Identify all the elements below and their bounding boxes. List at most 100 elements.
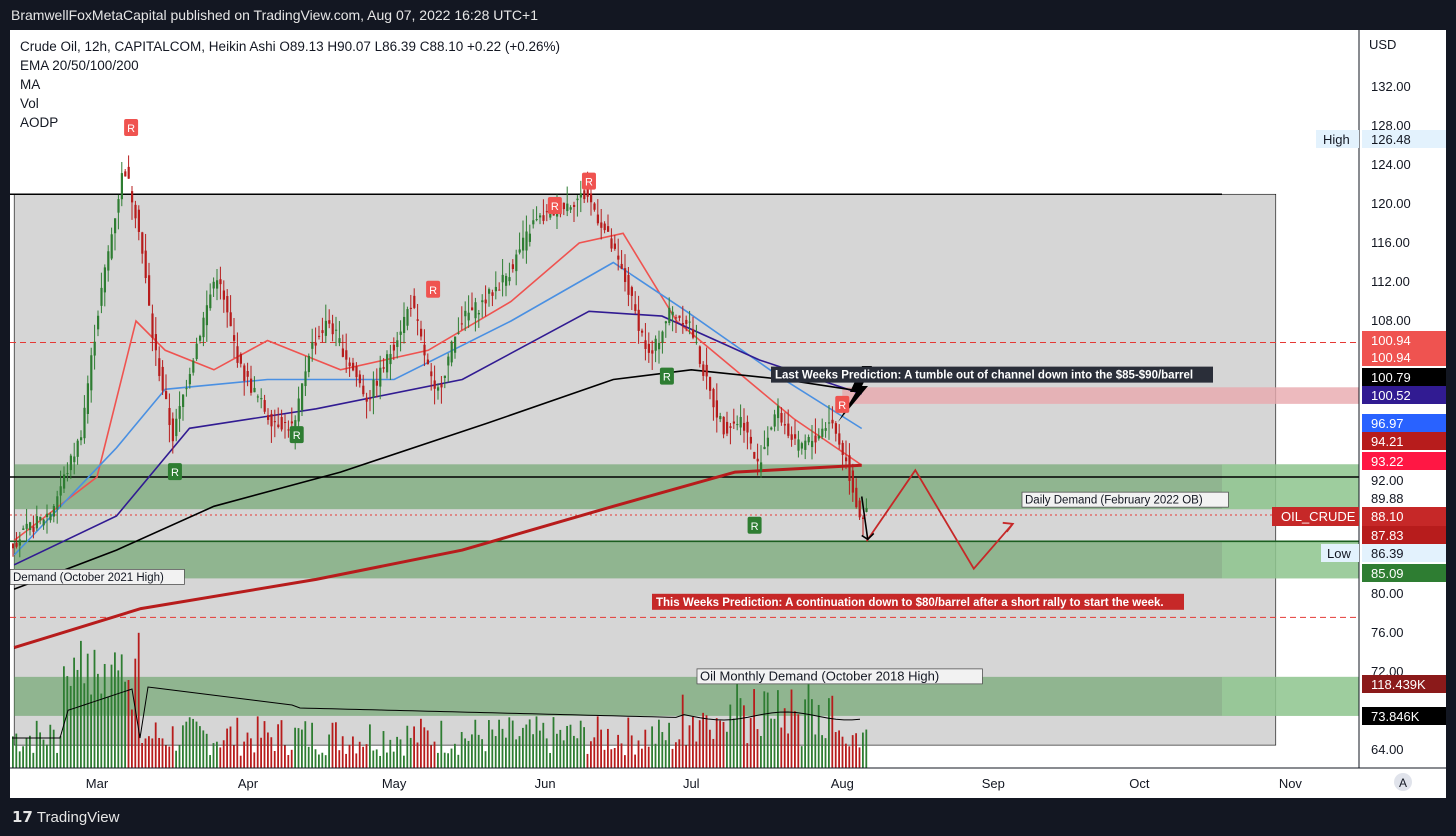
tradingview-logo[interactable]: 17 TradingView [12,808,119,826]
candle-body [457,332,460,334]
tradingview-logo-icon: 17 [12,808,33,826]
volume-bar [498,719,500,768]
volume-bar [379,755,381,768]
volume-bar [318,754,320,768]
volume-bar [290,749,293,768]
candle-body [542,215,545,221]
volume-bar [260,737,262,768]
candle-body [352,362,355,371]
candle-body [777,405,780,419]
candle-body [171,418,174,442]
volume-bar [610,749,613,768]
volume-bar [698,720,701,768]
candle-body [712,389,715,408]
volume-bar [773,718,776,768]
volume-bar [851,735,854,768]
volume-bar [103,663,106,768]
candle-body [437,387,440,391]
volume-bar [73,657,75,768]
volume-bar [511,720,514,768]
volume-bar [647,746,650,768]
candle-body [134,204,137,219]
low-value-tag [1362,544,1446,562]
candle-body [654,338,657,351]
y-tick-label: 116.00 [1371,235,1410,250]
volume-bar [307,746,310,768]
candle-body [681,323,684,325]
candle-body [630,287,633,296]
candle-body [535,219,538,221]
volume-bar [382,731,385,768]
volume-bar [583,727,585,768]
volume-bar [358,741,361,768]
candle-body [137,209,140,232]
volume-bar [855,733,857,768]
volume-bar [848,746,851,768]
candle-body [471,307,474,311]
volume-bar [49,724,52,768]
volume-bar [719,720,721,768]
candle-body [688,321,691,323]
symbol-value: 88.10 [1371,509,1404,524]
down-arrow [860,496,875,541]
candle-body [199,335,202,341]
volume-bar [151,738,154,768]
reversal-marker-red [426,280,441,298]
candle-body [382,367,385,369]
candle-body [756,458,759,462]
candle-body [205,305,208,326]
price-tag-blue [1362,414,1446,432]
volume-bar [362,746,364,768]
candle-body [222,290,225,300]
volume-bar [760,735,762,768]
price-tag-label: 118.439K [1371,677,1426,692]
candle-body [590,193,593,203]
candle-body [107,251,110,271]
candle-body [851,470,854,493]
y-tick-label: 120.00 [1371,196,1411,211]
candle-body [732,421,735,424]
reversal-marker-label: R [171,467,179,479]
volume-bar [488,720,490,768]
volume-bar [423,727,426,768]
reversal-marker-green [659,367,674,385]
volume-bar [433,741,436,768]
candle-body [49,513,52,521]
volume-bar [620,743,623,768]
volume-bar [301,729,303,768]
candle-body [413,295,416,308]
volume-bar [409,737,412,768]
volume-bar [705,715,708,768]
volume-bar [66,676,69,768]
candle-body [800,443,803,449]
volume-bar [93,649,96,768]
candle-body [185,388,188,390]
time-axis[interactable] [10,768,1359,798]
candle-body [841,442,844,455]
candle-body [420,328,423,337]
volume-bar [678,739,681,768]
candle-body [202,317,205,338]
volume-bar [471,734,473,768]
volume-bar [270,737,273,768]
volume-bar [722,721,725,768]
volume-bar [552,717,555,768]
candle-body [73,456,76,463]
candle-body [100,287,103,306]
candle-body [545,211,548,213]
auto-scale-button[interactable] [1394,773,1412,791]
volume-bar [624,755,626,768]
candle-body [454,336,457,353]
volume-bar [780,727,783,768]
volume-bar [277,724,279,768]
candle-body [144,250,147,279]
volume-bar [494,736,497,768]
volume-bar [110,664,113,768]
volume-bar [158,737,160,768]
candle-body [678,315,681,318]
annotation-text-0: Last Weeks Prediction: A tumble out of c… [775,370,1193,382]
volume-bar [161,738,164,768]
candle-body [168,407,171,426]
candle-body [743,422,746,431]
